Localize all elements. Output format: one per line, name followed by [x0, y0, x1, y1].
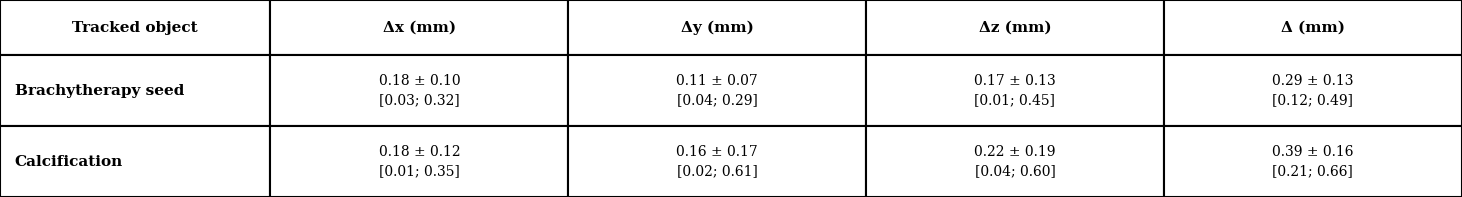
Bar	[270, 0, 569, 55]
Bar	[0, 126, 270, 197]
Bar	[569, 126, 866, 197]
Bar	[569, 55, 866, 126]
Text: Δ (mm): Δ (mm)	[1281, 20, 1345, 35]
Text: 0.22 ± 0.19
[0.04; 0.60]: 0.22 ± 0.19 [0.04; 0.60]	[974, 145, 1056, 178]
Bar	[1164, 0, 1462, 55]
Text: 0.18 ± 0.10
[0.03; 0.32]: 0.18 ± 0.10 [0.03; 0.32]	[379, 74, 461, 107]
Text: 0.17 ± 0.13
[0.01; 0.45]: 0.17 ± 0.13 [0.01; 0.45]	[974, 74, 1056, 107]
Bar	[270, 126, 569, 197]
Text: Δx (mm): Δx (mm)	[383, 20, 456, 35]
Text: Δy (mm): Δy (mm)	[681, 20, 753, 35]
Bar	[270, 55, 569, 126]
Text: 0.11 ± 0.07
[0.04; 0.29]: 0.11 ± 0.07 [0.04; 0.29]	[677, 74, 759, 107]
Bar	[866, 126, 1164, 197]
Text: 0.29 ± 0.13
[0.12; 0.49]: 0.29 ± 0.13 [0.12; 0.49]	[1272, 74, 1354, 107]
Text: 0.16 ± 0.17
[0.02; 0.61]: 0.16 ± 0.17 [0.02; 0.61]	[677, 145, 759, 178]
Bar	[1164, 55, 1462, 126]
Text: Brachytherapy seed: Brachytherapy seed	[15, 84, 184, 98]
Text: Tracked object: Tracked object	[73, 20, 197, 35]
Bar	[866, 55, 1164, 126]
Text: 0.39 ± 0.16
[0.21; 0.66]: 0.39 ± 0.16 [0.21; 0.66]	[1272, 145, 1354, 178]
Bar	[0, 55, 270, 126]
Bar	[1164, 126, 1462, 197]
Text: 0.18 ± 0.12
[0.01; 0.35]: 0.18 ± 0.12 [0.01; 0.35]	[379, 145, 461, 178]
Bar	[866, 0, 1164, 55]
Bar	[0, 0, 270, 55]
Bar	[569, 0, 866, 55]
Text: Calcification: Calcification	[15, 154, 123, 169]
Text: Δz (mm): Δz (mm)	[978, 20, 1051, 35]
